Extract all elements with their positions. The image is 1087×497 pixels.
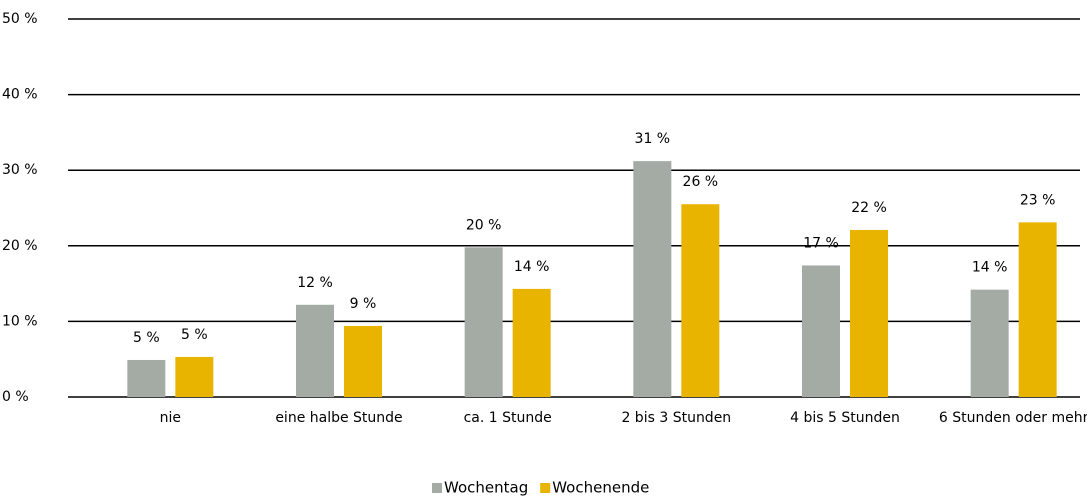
- x-tick-label: nie: [159, 410, 182, 426]
- data-label: 5 %: [181, 327, 208, 343]
- y-tick-label: 30 %: [2, 162, 38, 178]
- x-tick-label: 4 bis 5 Stunden: [790, 410, 900, 426]
- y-tick-label: 50 %: [2, 11, 38, 27]
- bar: [175, 356, 214, 397]
- bar: [344, 325, 382, 397]
- bar: [850, 229, 888, 397]
- y-tick-label: 10 %: [2, 313, 38, 329]
- y-tick-label: 0 %: [2, 389, 29, 405]
- y-tick-label: 20 %: [2, 238, 38, 254]
- bar: [681, 204, 720, 397]
- data-label: 23 %: [1020, 192, 1056, 208]
- bar: [512, 288, 551, 397]
- data-label: 14 %: [972, 260, 1008, 276]
- x-tick-label: 2 bis 3 Stunden: [621, 410, 732, 426]
- bar: [633, 161, 672, 397]
- legend-swatch: [540, 483, 551, 493]
- data-label: 22 %: [851, 200, 887, 216]
- data-label: 26 %: [683, 174, 719, 190]
- bar: [1018, 222, 1057, 397]
- data-label: 14 %: [514, 259, 550, 275]
- data-label: 9 %: [350, 296, 377, 312]
- legend-swatch: [432, 483, 442, 493]
- x-tick-label: eine halbe Stunde: [275, 410, 403, 426]
- data-label: 12 %: [297, 275, 333, 291]
- data-label: 20 %: [466, 217, 502, 233]
- legend-label: Wochenende: [552, 479, 649, 497]
- bar: [464, 247, 503, 397]
- bar: [802, 265, 840, 397]
- data-label: 17 %: [803, 235, 839, 251]
- y-tick-label: 40 %: [2, 87, 38, 103]
- bar: [296, 304, 334, 397]
- x-tick-label: ca. 1 Stunde: [463, 410, 552, 426]
- bar: [127, 359, 166, 397]
- bar: [970, 289, 1009, 397]
- data-label: 31 %: [635, 131, 671, 147]
- x-tick-label: 6 Stunden oder mehr: [938, 410, 1087, 426]
- data-label: 5 %: [133, 330, 160, 346]
- legend-label: Wochentag: [444, 479, 528, 497]
